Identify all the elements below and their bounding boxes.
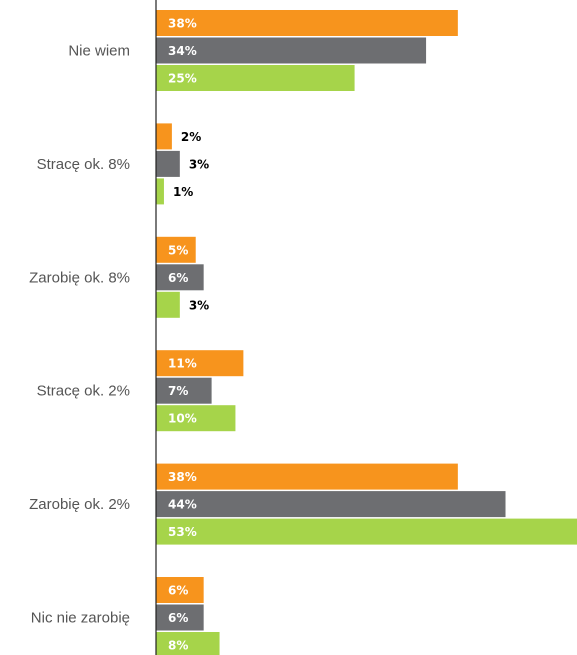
bar	[156, 264, 204, 291]
bar	[156, 10, 458, 36]
data-label: 53%	[168, 525, 197, 539]
category-label: Nic nie zarobię	[31, 610, 130, 627]
data-label: 38%	[168, 470, 197, 484]
data-label: 7%	[168, 384, 188, 398]
data-label: 34%	[168, 44, 197, 58]
bar	[156, 178, 164, 205]
category-label: Zarobię ok. 8%	[29, 269, 130, 286]
bar	[156, 604, 204, 631]
data-label: 6%	[168, 611, 188, 625]
category-label: Stracę ok. 8%	[37, 156, 130, 173]
bar	[156, 518, 577, 545]
data-label: 10%	[168, 412, 197, 426]
data-label: 25%	[168, 72, 197, 86]
bar	[156, 236, 196, 263]
bar	[156, 123, 172, 150]
data-label: 6%	[168, 584, 188, 598]
category-label: Zarobię ok. 2%	[29, 496, 130, 513]
bar	[156, 65, 355, 91]
bar	[156, 291, 180, 318]
data-label: 38%	[168, 17, 197, 31]
bar	[156, 491, 506, 518]
bar	[156, 632, 220, 655]
bar	[156, 150, 180, 177]
bar	[156, 463, 458, 490]
category-label: Nie wiem	[68, 43, 130, 60]
data-label: 2%	[181, 130, 201, 144]
data-label: 8%	[168, 639, 188, 653]
data-label: 5%	[168, 243, 188, 257]
category-label: Stracę ok. 2%	[37, 383, 130, 400]
bar	[156, 577, 204, 603]
bar	[156, 405, 236, 432]
bar	[156, 37, 427, 64]
data-label: 6%	[168, 271, 188, 285]
data-label: 44%	[168, 498, 197, 512]
bar	[156, 377, 212, 404]
data-label: 3%	[189, 298, 209, 312]
data-label: 1%	[173, 185, 193, 199]
data-label: 11%	[168, 357, 197, 371]
data-label: 3%	[189, 157, 209, 171]
bar	[156, 350, 244, 377]
category-labels: Nie wiem Stracę ok. 8% Zarobię ok. 8% Strac…	[29, 43, 130, 627]
bars-group: 38%34%25%2%3%1%5%6%3%11%7%10%38%44%53%6%…	[156, 10, 577, 655]
